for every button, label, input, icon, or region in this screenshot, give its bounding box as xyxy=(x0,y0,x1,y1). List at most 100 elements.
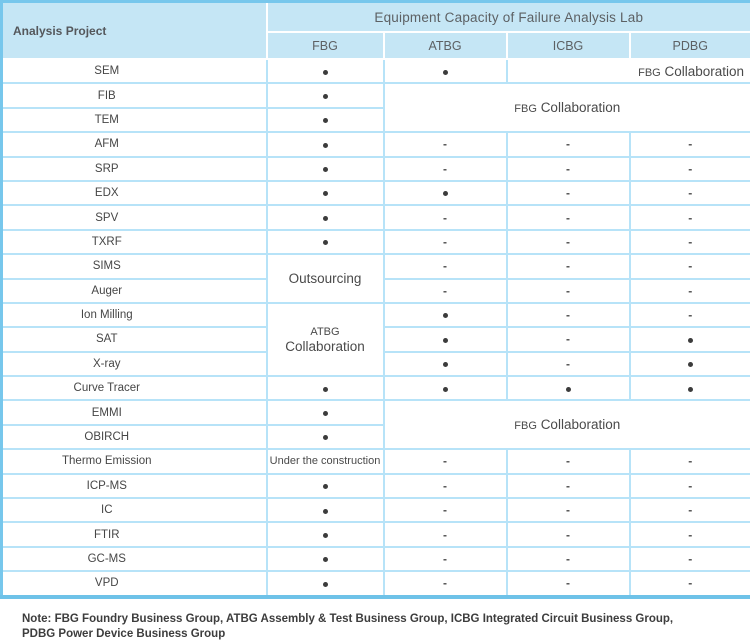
column-header-pdbg: PDBG xyxy=(630,32,750,59)
dot-icon xyxy=(323,143,328,148)
dot-icon xyxy=(443,70,448,75)
capability-dot xyxy=(267,83,384,107)
status-cell-prefix: FBG xyxy=(514,420,537,432)
row-label-spv: SPV xyxy=(2,205,267,229)
capability-dash: - xyxy=(630,132,750,156)
capability-dot xyxy=(267,59,384,83)
dot-icon xyxy=(323,240,328,245)
capability-dot xyxy=(267,108,384,132)
capability-dash: - xyxy=(507,230,630,254)
capability-dot xyxy=(267,400,384,424)
merged-status-cell: FBG Collaboration xyxy=(384,400,750,449)
row-label-sat: SAT xyxy=(2,327,267,351)
row-label-curve-tracer: Curve Tracer xyxy=(2,376,267,400)
table-row: ICP-MS--- xyxy=(2,474,750,498)
capability-dash: - xyxy=(630,547,750,571)
dot-icon xyxy=(443,191,448,196)
capability-dash: - xyxy=(384,205,507,229)
row-label-auger: Auger xyxy=(2,279,267,303)
status-cell-prefix: FBG xyxy=(514,103,537,115)
table-row: VPD--- xyxy=(2,571,750,596)
row-label-fib: FIB xyxy=(2,83,267,107)
capability-dot xyxy=(384,352,507,376)
capability-dot xyxy=(267,498,384,522)
row-label-x-ray: X-ray xyxy=(2,352,267,376)
capability-dash: - xyxy=(507,254,630,278)
capability-dash: - xyxy=(630,254,750,278)
row-label-obirch: OBIRCH xyxy=(2,425,267,449)
capability-dash: - xyxy=(630,498,750,522)
capability-dash: - xyxy=(384,498,507,522)
footnote: Note: FBG Foundry Business Group, ATBG A… xyxy=(22,612,750,641)
dot-icon xyxy=(323,411,328,416)
row-label-txrf: TXRF xyxy=(2,230,267,254)
footnote-line-1: Note: FBG Foundry Business Group, ATBG A… xyxy=(22,612,750,627)
capability-dash: - xyxy=(630,181,750,205)
dot-icon xyxy=(688,338,693,343)
row-label-srp: SRP xyxy=(2,157,267,181)
capability-dash: - xyxy=(630,449,750,473)
dot-icon xyxy=(443,362,448,367)
capability-dot xyxy=(384,376,507,400)
merged-status-cell: Outsourcing xyxy=(267,254,384,303)
row-label-gc-ms: GC-MS xyxy=(2,547,267,571)
capability-dash: - xyxy=(630,522,750,546)
capability-dash: - xyxy=(507,547,630,571)
merged-status-cell: FBG Collaboration xyxy=(507,59,750,83)
row-label-vpd: VPD xyxy=(2,571,267,596)
table-row: GC-MS--- xyxy=(2,547,750,571)
table-header: Analysis Project Equipment Capacity of F… xyxy=(2,2,750,60)
row-label-sem: SEM xyxy=(2,59,267,83)
status-cell-prefix: ATBG xyxy=(310,326,339,338)
dot-icon xyxy=(688,387,693,392)
capability-dash: - xyxy=(384,230,507,254)
capability-dash: - xyxy=(507,474,630,498)
capability-dash: - xyxy=(507,498,630,522)
group-header-title: Equipment Capacity of Failure Analysis L… xyxy=(267,2,750,33)
dot-icon xyxy=(323,94,328,99)
dot-icon xyxy=(323,582,328,587)
capability-dash: - xyxy=(630,474,750,498)
merged-status-cell: FBG Collaboration xyxy=(384,83,750,132)
capability-dot xyxy=(267,230,384,254)
capability-dash: - xyxy=(384,522,507,546)
dot-icon xyxy=(688,362,693,367)
capability-dash: - xyxy=(384,571,507,596)
row-label-sims: SIMS xyxy=(2,254,267,278)
row-label-icp-ms: ICP-MS xyxy=(2,474,267,498)
capability-dot xyxy=(267,425,384,449)
dot-icon xyxy=(323,70,328,75)
footnote-line-2: PDBG Power Device Business Group xyxy=(22,627,750,641)
capability-dash: - xyxy=(384,132,507,156)
dot-icon xyxy=(323,118,328,123)
capability-dash: - xyxy=(507,181,630,205)
capability-dot xyxy=(384,327,507,351)
table-row: AFM--- xyxy=(2,132,750,156)
capability-dot xyxy=(384,59,507,83)
capability-dash: - xyxy=(507,279,630,303)
equipment-capacity-table: Analysis Project Equipment Capacity of F… xyxy=(0,0,750,599)
dot-icon xyxy=(323,533,328,538)
capability-dash: - xyxy=(507,157,630,181)
dot-icon xyxy=(443,387,448,392)
row-label-emmi: EMMI xyxy=(2,400,267,424)
capability-dot xyxy=(630,352,750,376)
dot-icon xyxy=(323,167,328,172)
capability-dot xyxy=(267,522,384,546)
capability-dot xyxy=(267,181,384,205)
dot-icon xyxy=(566,387,571,392)
dot-icon xyxy=(323,557,328,562)
table-row: SEM FBG Collaboration xyxy=(2,59,750,83)
capability-dot xyxy=(507,376,630,400)
capability-dash: - xyxy=(384,254,507,278)
capability-dash: - xyxy=(507,522,630,546)
capability-dash: - xyxy=(630,205,750,229)
capability-dot xyxy=(267,547,384,571)
